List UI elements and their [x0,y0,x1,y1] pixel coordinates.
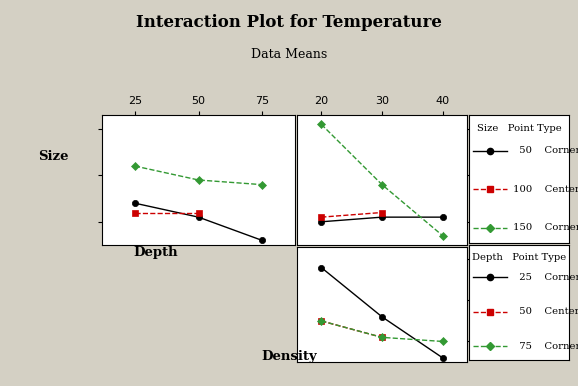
Text: 50    Corner: 50 Corner [513,146,578,155]
Text: 150    Corner: 150 Corner [513,223,578,232]
Text: Density: Density [261,350,317,363]
Text: 100    Center: 100 Center [513,185,578,194]
Text: Data Means: Data Means [251,48,327,61]
Text: Size   Point Type: Size Point Type [477,124,561,133]
Text: 75    Corner: 75 Corner [513,342,578,351]
Text: Depth   Point Type: Depth Point Type [472,253,566,262]
Text: 25    Corner: 25 Corner [513,273,578,282]
Text: Depth: Depth [134,246,179,259]
Text: Interaction Plot for Temperature: Interaction Plot for Temperature [136,14,442,30]
Text: 50    Center: 50 Center [513,307,578,316]
Text: Size: Size [38,150,68,163]
